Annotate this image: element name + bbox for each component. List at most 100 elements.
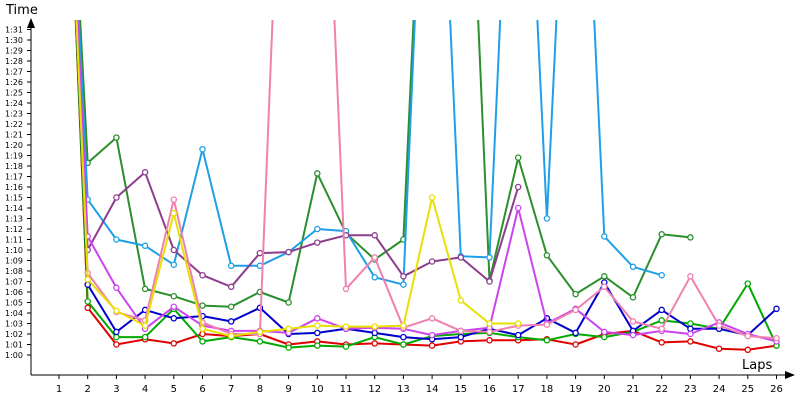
data-point: [285, 325, 292, 333]
data-point: [342, 285, 350, 293]
series-8: [75, 20, 780, 342]
data-point: [400, 281, 407, 288]
data-point: [371, 340, 378, 347]
data-point: [572, 290, 579, 298]
data-point: [371, 329, 378, 337]
data-point: [457, 327, 465, 335]
data-point: [457, 297, 465, 304]
data-point: [687, 273, 694, 280]
y-tick-label: 1:05: [5, 299, 23, 308]
y-tick-label: 1:09: [5, 257, 23, 266]
data-point: [314, 329, 321, 337]
data-point: [256, 338, 264, 345]
y-tick-label: 1:26: [5, 78, 23, 87]
data-point: [457, 254, 465, 261]
x-tick-label: 7: [228, 384, 234, 395]
data-point: [744, 332, 752, 340]
data-point: [400, 322, 407, 329]
data-point: [314, 170, 321, 177]
x-axis-arrow: [785, 371, 795, 379]
data-point: [543, 252, 551, 259]
x-tick-label: 10: [311, 384, 324, 395]
y-tick-label: 1:29: [5, 47, 23, 56]
data-point: [715, 345, 723, 352]
data-point: [314, 239, 321, 246]
data-point: [199, 302, 206, 309]
data-point: [400, 333, 407, 341]
data-point: [428, 342, 436, 349]
data-point: [170, 315, 178, 322]
data-point: [227, 303, 235, 310]
data-point: [629, 331, 637, 339]
data-point: [227, 318, 235, 325]
data-point: [141, 322, 149, 329]
data-point: [629, 318, 637, 325]
data-point: [170, 210, 178, 217]
series-line: [74, 20, 778, 349]
series-line: [77, 20, 662, 286]
x-tick-label: 18: [541, 384, 554, 395]
x-tick-label: 4: [142, 384, 148, 395]
data-point: [658, 306, 665, 314]
x-tick-label: 8: [257, 384, 263, 395]
y-tick-label: 1:01: [5, 341, 23, 350]
data-point: [84, 298, 91, 305]
series-5: [77, 20, 665, 288]
x-tick-label: 14: [426, 384, 439, 395]
data-point: [601, 273, 608, 280]
y-tick-label: 1:22: [5, 120, 23, 129]
data-point: [428, 194, 436, 201]
data-point: [170, 340, 178, 347]
data-point: [514, 320, 522, 327]
data-point: [744, 346, 752, 354]
data-point: [715, 322, 723, 329]
data-point: [486, 278, 493, 285]
series-line: [75, 20, 778, 341]
x-tick-label: 25: [741, 384, 754, 395]
data-point: [141, 169, 149, 176]
data-point: [658, 317, 665, 324]
data-point: [572, 341, 579, 348]
data-point: [199, 325, 206, 333]
data-point: [199, 271, 206, 279]
y-tick-label: 1:08: [5, 267, 23, 276]
data-point: [285, 344, 292, 351]
series-line: [76, 20, 777, 343]
data-point: [514, 204, 522, 212]
data-point: [84, 304, 91, 312]
x-tick-label: 15: [454, 384, 467, 395]
x-tick-label: 13: [397, 384, 410, 395]
y-tick-label: 1:23: [5, 110, 23, 119]
x-tick-label: 21: [627, 384, 640, 395]
y-tick-label: 1:27: [5, 68, 23, 77]
data-point: [113, 328, 120, 336]
data-point: [457, 333, 465, 341]
data-point: [687, 330, 694, 338]
series-line: [76, 20, 520, 288]
data-point: [314, 225, 321, 233]
data-point: [486, 254, 493, 261]
data-point: [658, 231, 665, 238]
y-tick-label: 1:16: [5, 183, 23, 192]
data-point: [428, 258, 436, 265]
x-axis-title: Laps: [742, 358, 772, 373]
data-point: [687, 338, 694, 345]
data-point: [170, 303, 178, 310]
y-tick-label: 1:13: [5, 215, 23, 224]
data-point: [113, 284, 120, 292]
y-tick-label: 1:02: [5, 330, 23, 339]
y-axis-arrow: [27, 18, 35, 28]
data-point: [227, 262, 235, 270]
x-tick-label: 20: [598, 384, 611, 395]
data-point: [601, 283, 608, 291]
y-tick-label: 1:20: [5, 141, 23, 150]
series-3: [75, 20, 780, 343]
x-tick-label: 22: [655, 384, 668, 395]
data-point: [629, 294, 637, 301]
data-point: [371, 232, 378, 239]
data-point: [113, 307, 120, 315]
data-point: [543, 215, 551, 222]
data-point: [170, 246, 178, 254]
series-7: [76, 20, 780, 345]
x-tick-label: 24: [713, 384, 726, 395]
